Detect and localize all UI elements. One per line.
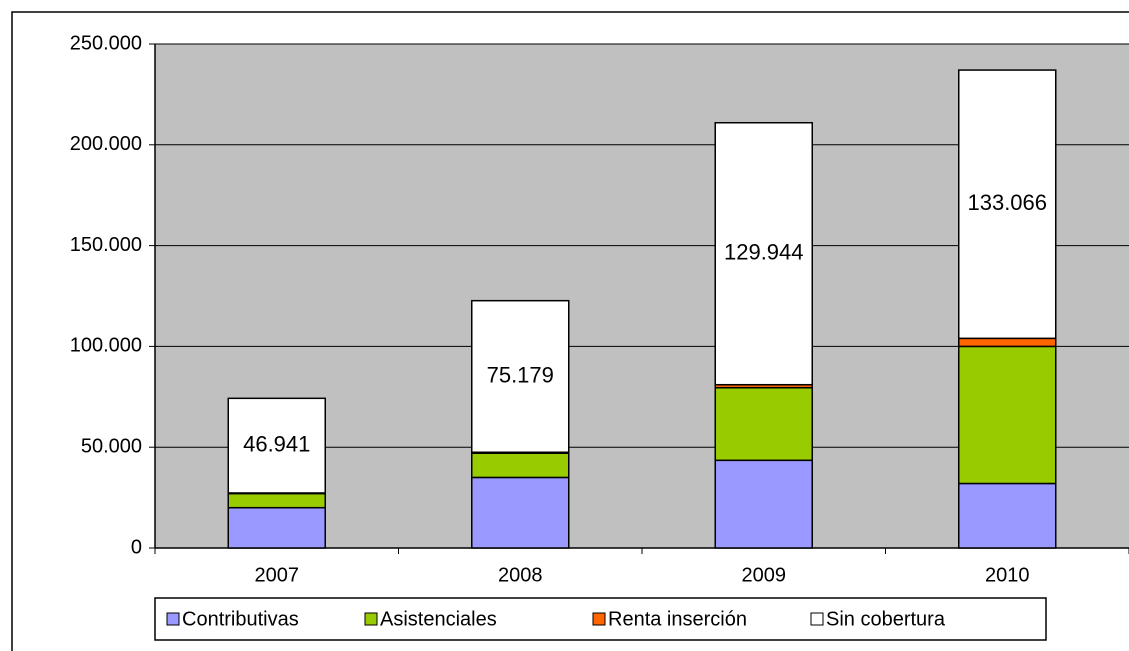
bar-segment [471,476,570,549]
y-tick-label: 50.000 [81,435,142,457]
bar-segment [227,397,326,494]
x-tick-label: 2008 [498,564,543,586]
legend-swatch [810,612,824,626]
bar-segment [958,337,1057,348]
x-tick-label: 2007 [255,564,300,586]
bar-segment [714,386,813,462]
value-label: 129.944 [724,240,804,265]
y-tick-label: 150.000 [70,234,142,256]
y-tick-label: 200.000 [70,133,142,155]
value-label: 133.066 [967,190,1047,215]
y-tick-label: 100.000 [70,335,142,357]
legend-label: Sin cobertura [826,608,946,630]
bar-segment [227,506,326,549]
legend-swatch [166,612,180,626]
bar-segment [714,121,813,386]
legend-label: Renta inserción [608,608,747,630]
x-tick-label: 2009 [742,564,787,586]
bar-segment [958,345,1057,485]
bar-segment [714,459,813,549]
x-tick-label: 2010 [985,564,1030,586]
y-tick-label: 0 [131,536,142,558]
bar-segment [227,492,326,509]
y-tick-label: 250.000 [70,32,142,54]
legend-swatch [364,612,378,626]
value-label: 75.179 [487,362,554,387]
bar-segment [471,452,570,479]
value-label: 46.941 [243,431,310,456]
bar-segment [958,69,1057,340]
legend-swatch [592,612,606,626]
bar-segment [471,299,570,453]
bar-segment [958,482,1057,549]
legend-label: Asistenciales [380,608,497,630]
legend-label: Contributivas [182,608,299,630]
